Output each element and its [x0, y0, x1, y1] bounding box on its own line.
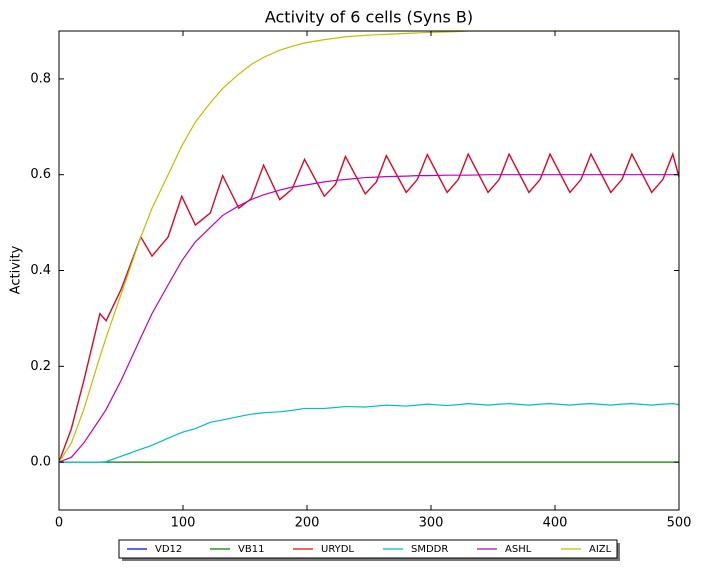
legend-label: VB11: [238, 544, 264, 555]
plot-lines: [59, 31, 679, 463]
legend-label: AIZL: [589, 544, 612, 555]
series-line: [59, 403, 679, 463]
series-line: [59, 174, 679, 463]
legend-label: ASHL: [505, 544, 532, 555]
y-tick-label: 0.8: [30, 71, 51, 86]
series-line: [59, 31, 679, 463]
x-tick-label: 200: [295, 516, 320, 531]
x-tick-label: 300: [419, 516, 444, 531]
legend-label: SMDDR: [411, 544, 448, 555]
y-tick-label: 0.0: [30, 455, 51, 470]
x-tick-label: 0: [55, 516, 63, 531]
y-axis-label: Activity: [9, 245, 24, 294]
chart-title: Activity of 6 cells (Syns B): [265, 8, 473, 27]
y-tick-label: 0.2: [30, 359, 51, 374]
x-tick-label: 400: [543, 516, 568, 531]
legend: [118, 539, 618, 559]
y-tick-label: 0.4: [30, 263, 51, 278]
x-tick-label: 100: [171, 516, 196, 531]
legend-label: URYDL: [321, 544, 354, 555]
legend-label: VD12: [155, 544, 182, 555]
x-tick-label: 500: [667, 516, 692, 531]
y-tick-label: 0.6: [30, 167, 51, 182]
series-line: [59, 152, 679, 463]
